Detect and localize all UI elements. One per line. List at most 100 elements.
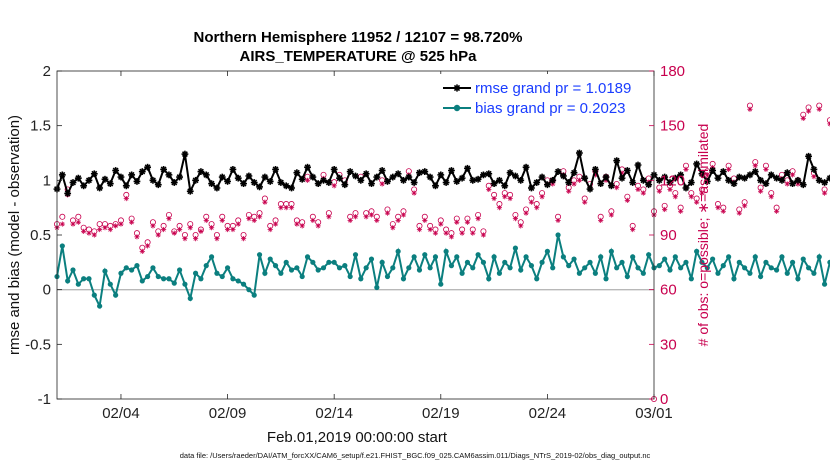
y-axis-right: 0 30 60 90 120 150 180: [649, 63, 685, 408]
y-tick-label: 1.5: [30, 118, 51, 135]
rmse-point: [298, 175, 306, 183]
bias-point: [752, 254, 758, 260]
bias-point: [139, 278, 145, 284]
assimilated-obs-marker: [262, 199, 268, 205]
bias-point: [747, 270, 753, 276]
rmse-point: [90, 170, 98, 178]
rmse-point: [149, 176, 157, 184]
rmse-point: [762, 180, 770, 188]
rmse-point: [528, 184, 535, 192]
bias-point: [70, 267, 76, 273]
bias-point: [331, 259, 337, 265]
bias-point: [283, 259, 289, 265]
rmse-point: [559, 172, 567, 180]
assimilated-obs-marker: [635, 186, 641, 193]
rmse-point: [410, 179, 418, 186]
bias-point: [379, 259, 385, 265]
assimilated-obs-marker: [789, 172, 796, 178]
assimilated-obs-marker: [123, 195, 129, 202]
rmse-point: [400, 176, 407, 184]
rmse-point: [666, 179, 674, 186]
bias-point: [768, 265, 774, 271]
bias-point: [315, 267, 321, 273]
bias-point: [400, 276, 407, 282]
rmse-point: [213, 184, 221, 192]
bias-point: [65, 278, 71, 284]
assimilated-obs-marker: [726, 166, 732, 172]
rmse-point: [218, 173, 226, 181]
bias-point: [75, 281, 81, 287]
assimilated-obs-marker: [208, 225, 215, 231]
assimilated-obs-marker: [763, 166, 769, 172]
assimilated-obs-marker: [331, 183, 337, 189]
assimilated-obs-marker: [518, 223, 524, 229]
rmse-point: [426, 173, 434, 181]
assimilated-obs-marker: [384, 210, 391, 216]
assimilated-obs-marker: [113, 223, 119, 229]
rmse-point: [325, 179, 333, 186]
y-tick-label: -0.5: [25, 336, 51, 353]
assimilated-obs-marker: [422, 217, 428, 224]
assimilated-obs-marker: [347, 217, 353, 224]
assimilated-obs-marker: [459, 230, 465, 236]
assimilated-obs-marker: [150, 223, 156, 229]
bias-point: [390, 265, 396, 271]
bias-point: [166, 276, 172, 282]
bias-point: [779, 254, 785, 260]
y-tick-label: -1: [38, 391, 51, 408]
assimilated-obs-marker: [198, 228, 204, 234]
rmse-point: [655, 176, 663, 184]
bias-point: [384, 273, 391, 280]
rmse-point: [506, 169, 514, 177]
bias-point: [443, 248, 449, 254]
rmse-point: [661, 173, 669, 181]
bias-point: [646, 252, 652, 258]
possible-obs-marker: [75, 213, 82, 220]
y-tick-label: 2: [43, 63, 51, 80]
rmse-point: [757, 176, 765, 184]
rmse-point: [789, 180, 796, 188]
rmse-point: [602, 173, 610, 181]
assimilated-obs-marker: [288, 205, 295, 211]
assimilated-obs-marker: [214, 236, 220, 242]
assimilated-obs-marker: [70, 221, 76, 227]
bias-point: [805, 265, 812, 271]
rmse-point: [432, 182, 439, 190]
assimilated-obs-marker: [91, 232, 97, 238]
rmse-point: [58, 171, 66, 179]
legend: rmse grand pr = 1.0189 bias grand pr = 0.…: [438, 74, 650, 118]
bias-point: [342, 263, 348, 269]
rmse-point: [735, 173, 743, 181]
assimilated-obs-marker: [427, 226, 433, 233]
rmse-point: [448, 167, 455, 174]
legend-box: [438, 74, 650, 118]
bias-point: [235, 278, 241, 284]
rmse-point: [469, 176, 477, 184]
rmse-point: [778, 176, 786, 184]
rmse-point: [304, 163, 311, 171]
rmse-point: [682, 184, 690, 192]
assimilated-obs-marker: [662, 206, 668, 213]
assimilated-obs-marker: [368, 212, 375, 218]
rmse-point: [746, 171, 754, 179]
rmse-point: [384, 178, 391, 185]
rmse-point: [416, 169, 423, 177]
assimilated-obs-marker: [134, 234, 140, 240]
bias-point: [214, 270, 220, 276]
bias-point: [230, 276, 236, 282]
rmse-point: [442, 179, 450, 186]
rmse-point: [282, 182, 290, 190]
rmse-point: [677, 171, 685, 179]
bias-point: [742, 265, 748, 271]
assimilated-obs-marker: [550, 181, 556, 187]
bias-point: [486, 276, 492, 282]
rmse-point: [405, 173, 413, 181]
rmse-point: [266, 178, 274, 185]
assimilated-obs-marker: [608, 212, 614, 218]
assimilated-obs-marker: [576, 177, 582, 183]
assimilated-obs-marker: [507, 195, 513, 202]
bias-point: [608, 248, 614, 254]
assimilated-obs-marker: [182, 236, 188, 242]
assimilated-obs-marker: [454, 219, 460, 225]
bias-point: [262, 270, 268, 276]
